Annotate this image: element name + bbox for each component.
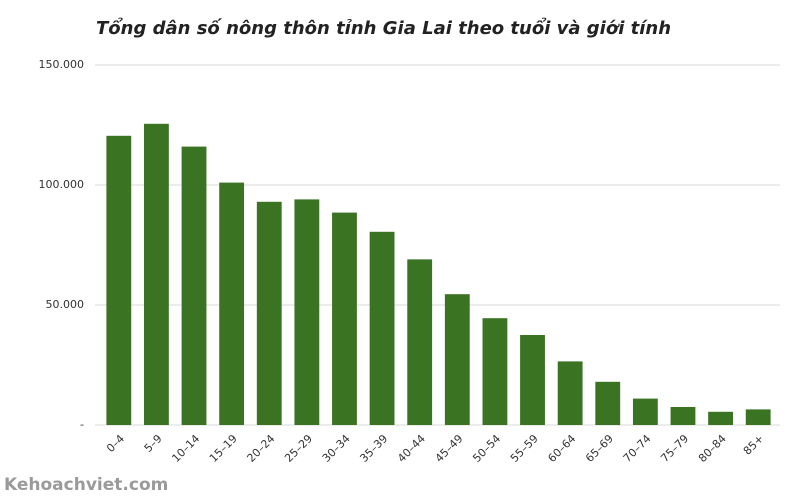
bar xyxy=(595,381,621,425)
x-tick-label: 85+ xyxy=(741,432,767,458)
x-tick-label: 20–24 xyxy=(245,432,278,465)
x-tick-label: 65–69 xyxy=(583,432,616,465)
y-tick-label: 150.000 xyxy=(39,58,85,71)
watermark: Kehoachviet.com xyxy=(4,475,168,495)
x-tick-label: 30–34 xyxy=(320,432,353,465)
x-tick-label: 45–49 xyxy=(433,432,466,465)
bar xyxy=(670,407,696,425)
bar xyxy=(520,335,545,425)
bar xyxy=(181,146,207,425)
y-tick-label: - xyxy=(80,418,84,431)
bar xyxy=(219,182,245,425)
x-tick-label: 10–14 xyxy=(169,432,202,465)
x-tick-label: 40–44 xyxy=(395,432,428,465)
bar xyxy=(294,199,320,425)
chart-title: Tổng dân số nông thôn tỉnh Gia Lai theo … xyxy=(96,17,671,39)
x-tick-label: 80–84 xyxy=(696,432,729,465)
bar xyxy=(444,294,470,425)
bar xyxy=(144,123,169,426)
x-tick-label: 35–39 xyxy=(357,432,390,465)
bar xyxy=(745,409,771,425)
bar xyxy=(632,398,658,425)
bar xyxy=(256,201,282,425)
y-tick-label: 100.000 xyxy=(39,178,85,191)
x-tick-label: 5–9 xyxy=(142,432,165,455)
bar xyxy=(369,231,395,425)
bar xyxy=(332,212,357,425)
x-tick-label: 70–74 xyxy=(621,432,654,465)
x-tick-label: 15–19 xyxy=(207,432,240,465)
x-tick-label: 60–64 xyxy=(546,432,579,465)
bar xyxy=(106,135,132,426)
x-tick-label: 55–59 xyxy=(508,432,541,465)
x-tick-label: 50–54 xyxy=(470,432,503,465)
y-tick-label: 50.000 xyxy=(46,298,85,311)
x-tick-label: 25–29 xyxy=(282,432,315,465)
bar xyxy=(482,318,508,425)
bar xyxy=(708,411,733,425)
bar xyxy=(407,259,433,425)
x-tick-label: 0–4 xyxy=(104,432,127,455)
bar xyxy=(557,361,583,425)
x-tick-label: 75–79 xyxy=(658,432,691,465)
